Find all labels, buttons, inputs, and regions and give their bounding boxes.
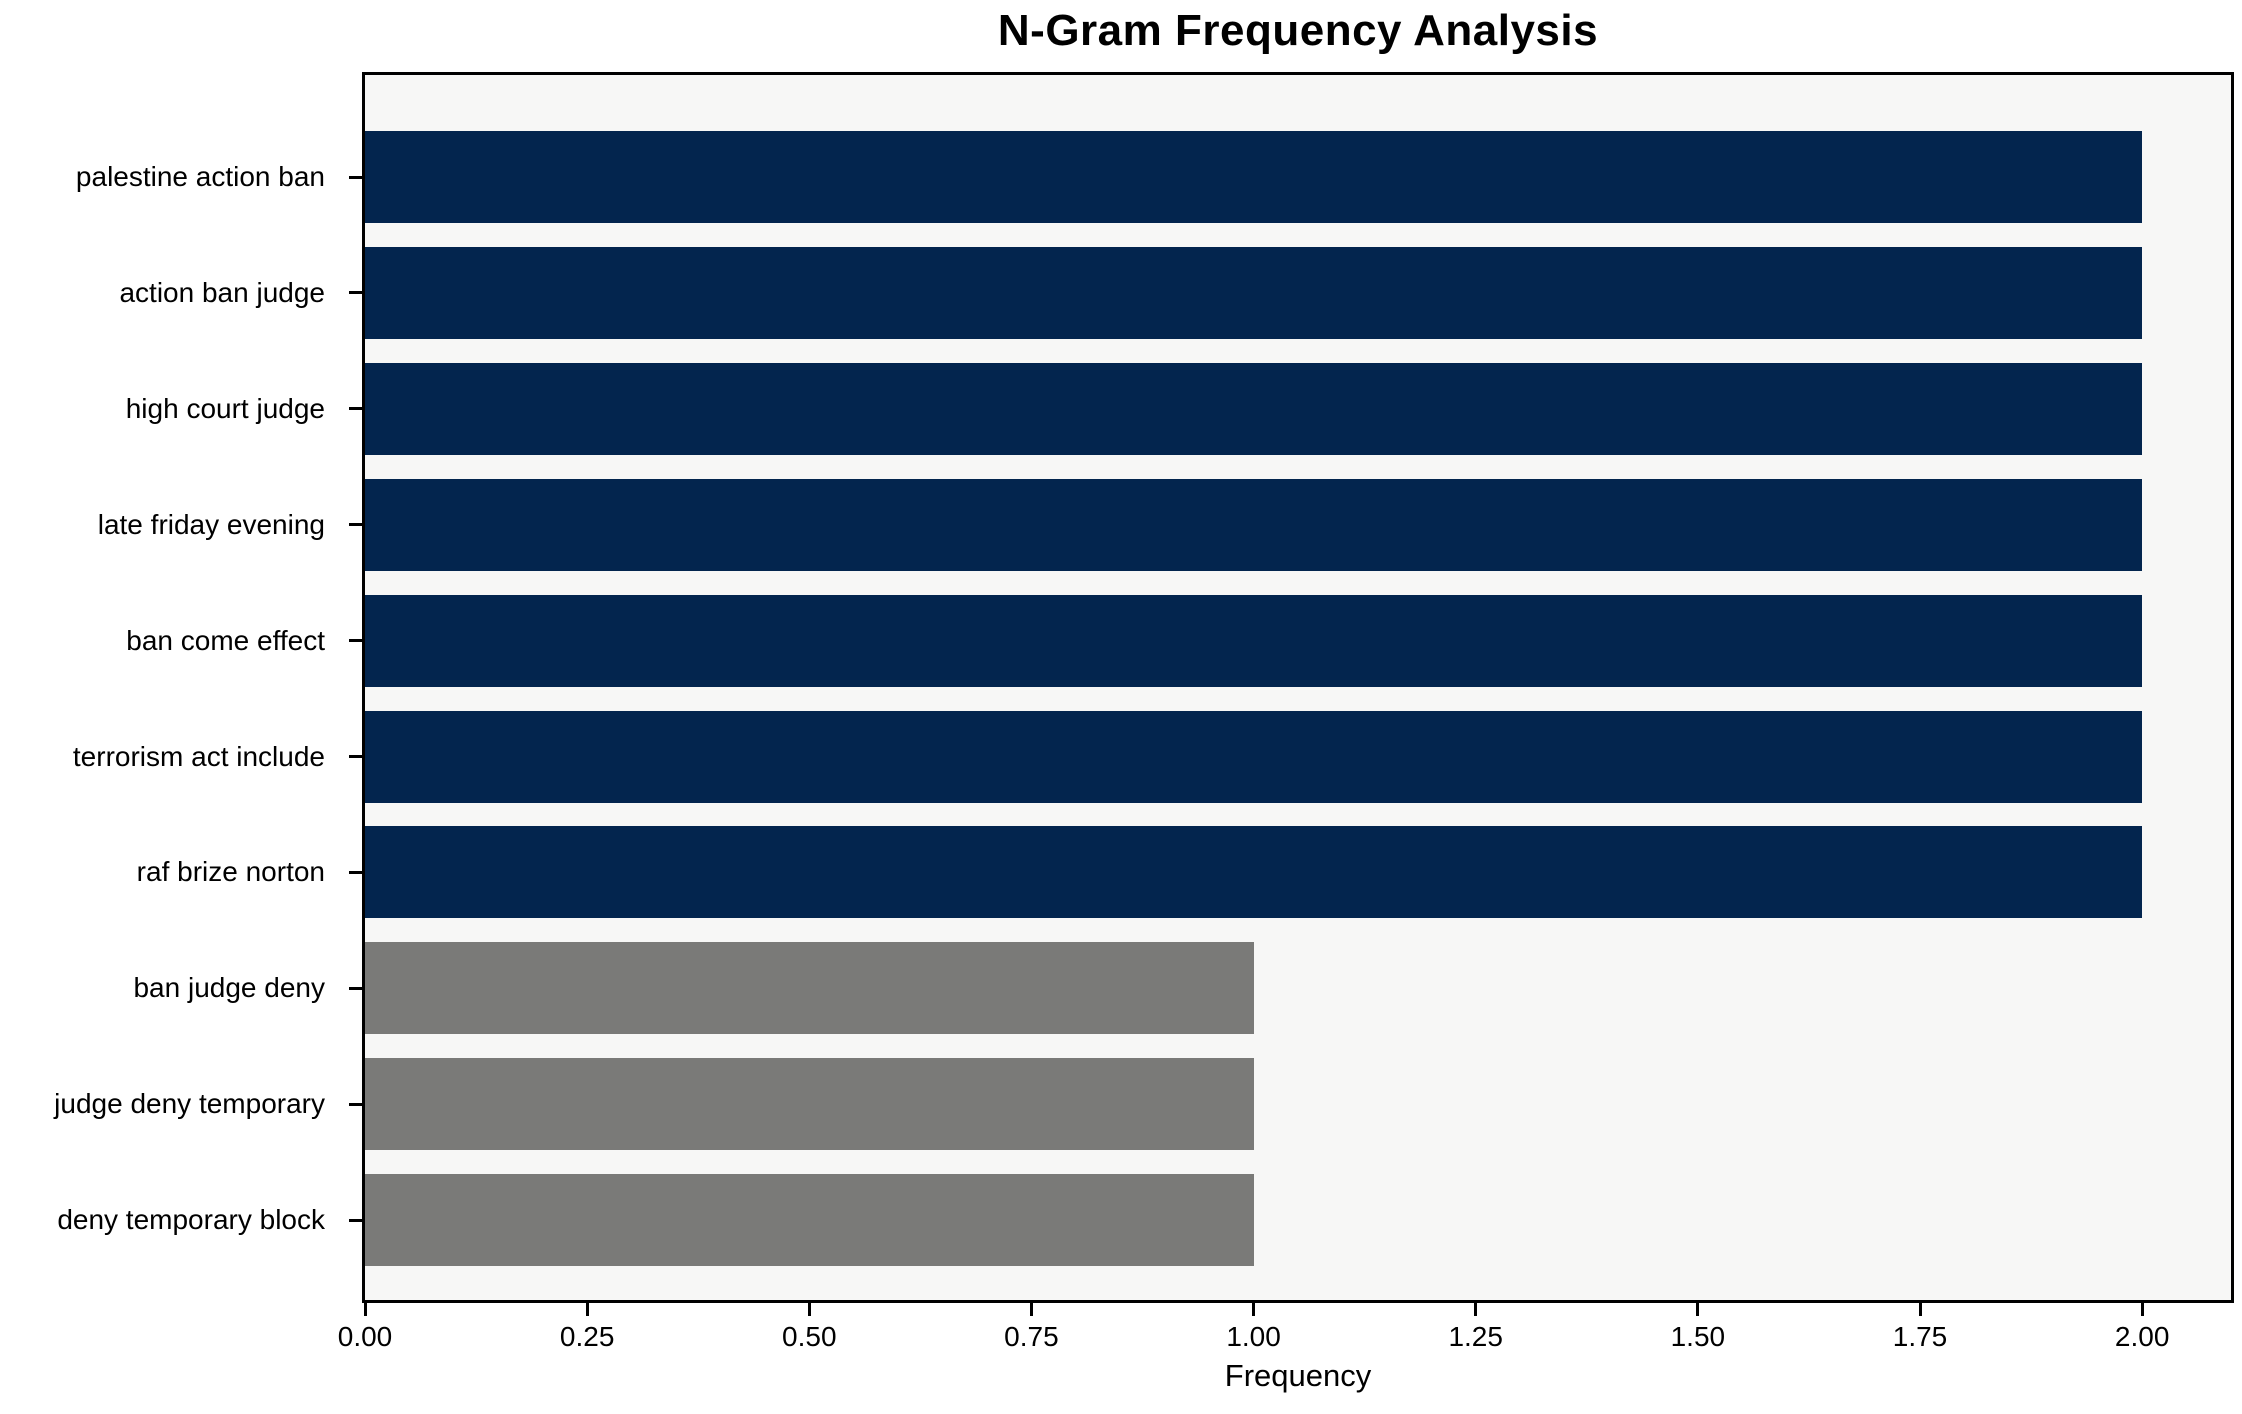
x-tick-label: 0.00 — [337, 1321, 393, 1352]
bar — [365, 1058, 1254, 1151]
y-tick-label: late friday evening — [97, 508, 325, 540]
bar — [365, 826, 2143, 919]
y-tick-mark — [349, 870, 362, 874]
y-tick-label: palestine action ban — [75, 161, 325, 192]
y-tick-mark — [349, 1102, 362, 1106]
x-tick-mark — [585, 1303, 589, 1316]
x-tick-mark — [1918, 1303, 1922, 1316]
bar — [365, 362, 2143, 455]
bar — [365, 942, 1254, 1035]
x-tick-label: 1.50 — [1670, 1321, 1726, 1352]
y-axis: palestine action ban action ban judge high… — [0, 75, 347, 1306]
y-tick-label: action ban judge — [119, 276, 325, 308]
y-tick-mark — [349, 175, 362, 179]
bar — [365, 131, 2143, 223]
x-axis-label: Frequency — [1224, 1358, 1372, 1393]
x-tick-mark — [2140, 1303, 2144, 1316]
y-tick-mark — [349, 291, 362, 295]
y-tick-label: judge deny temporary — [54, 1088, 325, 1120]
y-tick-label: high court judge — [125, 392, 325, 424]
y-tick-mark — [349, 1218, 362, 1222]
x-tick-mark — [1474, 1303, 1478, 1316]
plot-area — [362, 72, 2234, 1303]
x-tick-label: 1.00 — [1226, 1321, 1281, 1352]
x-tick-label: 0.25 — [559, 1321, 615, 1352]
y-tick-mark — [349, 986, 362, 990]
y-tick-label: deny temporary block — [57, 1204, 325, 1236]
x-tick-label: 1.25 — [1448, 1321, 1503, 1352]
y-tick-label: ban come effect — [126, 624, 325, 656]
x-tick-label: 1.75 — [1892, 1321, 1948, 1352]
x-axis: 0.00 0.25 0.50 0.75 1.00 1.25 1.50 1.75 2.00 — [338, 1303, 2231, 1383]
bar — [365, 594, 2143, 687]
y-tick-label: terrorism act include — [72, 740, 325, 772]
y-tick-mark — [349, 639, 362, 643]
x-tick-mark — [1696, 1303, 1700, 1316]
y-tick-label: ban judge deny — [133, 972, 325, 1004]
x-tick-mark — [363, 1303, 367, 1316]
x-tick-label: 0.50 — [782, 1321, 837, 1352]
y-tick-mark — [349, 407, 362, 411]
y-tick-mark — [349, 755, 362, 758]
bar — [365, 478, 2143, 571]
x-tick-label: 2.00 — [2114, 1321, 2170, 1352]
bar — [365, 1174, 1254, 1267]
y-tick-mark — [349, 523, 362, 527]
bar — [365, 246, 2143, 339]
x-tick-mark — [1029, 1303, 1033, 1316]
x-tick-mark — [1252, 1303, 1256, 1316]
bar — [365, 710, 2143, 803]
y-tick-label: raf brize norton — [136, 856, 325, 888]
x-tick-label: 0.75 — [1004, 1321, 1059, 1352]
x-tick-mark — [807, 1303, 811, 1316]
chart-title: N-Gram Frequency Analysis — [997, 6, 1599, 55]
